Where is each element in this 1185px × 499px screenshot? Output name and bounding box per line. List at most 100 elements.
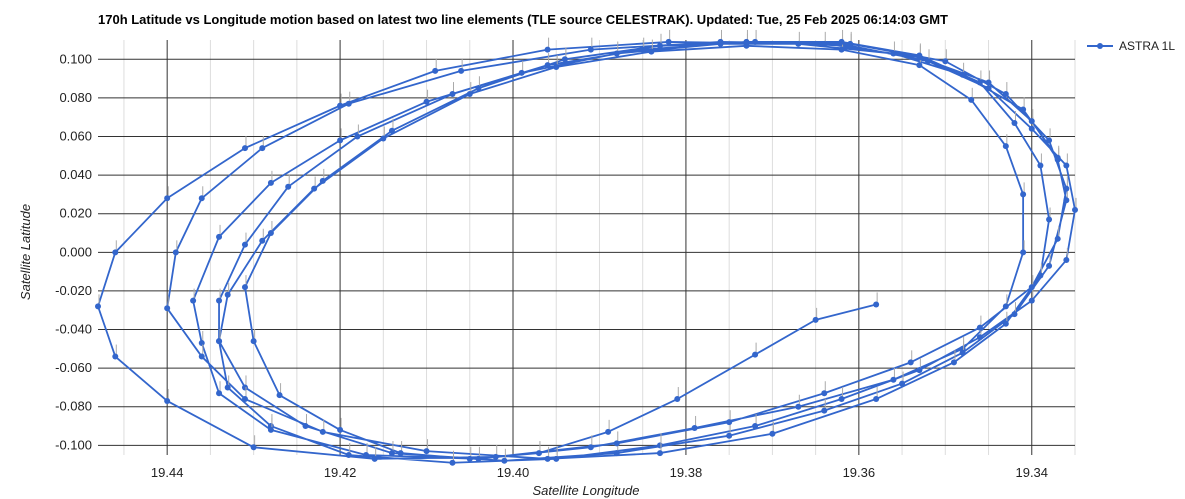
data-point[interactable]	[1046, 216, 1053, 223]
data-point[interactable]	[916, 367, 923, 374]
data-point[interactable]	[1011, 311, 1018, 318]
data-point[interactable]	[164, 397, 171, 404]
data-point[interactable]	[743, 38, 750, 45]
data-point[interactable]	[276, 392, 283, 399]
data-point[interactable]	[475, 85, 482, 92]
data-point[interactable]	[1028, 284, 1035, 291]
data-point[interactable]	[613, 440, 620, 447]
data-point[interactable]	[656, 442, 663, 449]
data-point[interactable]	[241, 241, 248, 248]
data-point[interactable]	[985, 79, 992, 86]
data-point[interactable]	[432, 67, 439, 74]
data-point[interactable]	[985, 85, 992, 92]
data-point[interactable]	[198, 195, 205, 202]
data-point[interactable]	[587, 46, 594, 53]
data-point[interactable]	[337, 102, 344, 109]
data-point[interactable]	[241, 145, 248, 152]
data-point[interactable]	[241, 284, 248, 291]
data-point[interactable]	[466, 455, 473, 462]
data-point[interactable]	[337, 426, 344, 433]
data-point[interactable]	[345, 100, 352, 107]
data-point[interactable]	[259, 145, 266, 152]
data-point[interactable]	[1054, 154, 1061, 161]
data-point[interactable]	[1028, 125, 1035, 132]
data-point[interactable]	[976, 324, 983, 331]
data-point[interactable]	[942, 58, 949, 65]
data-point[interactable]	[475, 455, 482, 462]
data-point[interactable]	[665, 38, 672, 45]
data-point[interactable]	[890, 376, 897, 383]
data-point[interactable]	[535, 450, 542, 457]
data-point[interactable]	[397, 450, 404, 457]
data-point[interactable]	[1020, 249, 1027, 256]
data-point[interactable]	[950, 359, 957, 366]
data-point[interactable]	[449, 459, 456, 466]
data-point[interactable]	[553, 455, 560, 462]
data-point[interactable]	[544, 62, 551, 69]
data-point[interactable]	[241, 384, 248, 391]
data-point[interactable]	[587, 444, 594, 451]
data-point[interactable]	[1011, 120, 1018, 126]
data-point[interactable]	[1063, 257, 1070, 264]
data-point[interactable]	[873, 396, 880, 403]
data-point[interactable]	[847, 40, 854, 47]
data-point[interactable]	[752, 351, 759, 358]
data-point[interactable]	[717, 38, 724, 45]
data-point[interactable]	[423, 448, 430, 455]
data-point[interactable]	[890, 50, 897, 57]
data-point[interactable]	[311, 185, 318, 192]
data-point[interactable]	[423, 98, 430, 105]
data-point[interactable]	[449, 91, 456, 98]
data-point[interactable]	[656, 42, 663, 49]
data-point[interactable]	[1037, 272, 1044, 279]
data-point[interactable]	[821, 40, 828, 47]
data-point[interactable]	[285, 183, 292, 190]
data-point[interactable]	[925, 58, 932, 65]
data-point[interactable]	[726, 419, 733, 426]
data-point[interactable]	[363, 452, 370, 458]
data-point[interactable]	[388, 127, 395, 134]
data-point[interactable]	[821, 407, 828, 414]
data-point[interactable]	[674, 396, 681, 403]
data-point[interactable]	[838, 38, 845, 45]
data-point[interactable]	[795, 40, 802, 47]
data-point[interactable]	[337, 137, 344, 144]
data-point[interactable]	[164, 305, 171, 312]
data-point[interactable]	[838, 46, 845, 53]
data-point[interactable]	[639, 46, 646, 53]
data-point[interactable]	[1002, 91, 1009, 98]
data-point[interactable]	[976, 334, 983, 341]
data-point[interactable]	[1063, 197, 1070, 204]
data-point[interactable]	[899, 380, 906, 387]
data-point[interactable]	[968, 96, 975, 103]
data-point[interactable]	[198, 353, 205, 360]
data-point[interactable]	[821, 390, 828, 397]
data-point[interactable]	[190, 297, 197, 304]
data-point[interactable]	[613, 50, 620, 57]
data-point[interactable]	[959, 71, 966, 78]
data-point[interactable]	[216, 390, 223, 397]
data-point[interactable]	[1063, 162, 1070, 169]
data-point[interactable]	[1002, 303, 1009, 310]
data-point[interactable]	[345, 452, 352, 458]
data-point[interactable]	[466, 91, 473, 98]
data-point[interactable]	[380, 135, 387, 142]
data-point[interactable]	[752, 423, 759, 430]
data-point[interactable]	[752, 38, 759, 45]
data-point[interactable]	[648, 48, 655, 55]
data-point[interactable]	[959, 349, 966, 356]
data-point[interactable]	[1063, 185, 1070, 192]
data-point[interactable]	[812, 316, 819, 323]
data-point[interactable]	[838, 396, 845, 403]
data-point[interactable]	[1072, 206, 1078, 213]
data-point[interactable]	[492, 453, 499, 460]
data-point[interactable]	[518, 69, 525, 76]
data-point[interactable]	[544, 46, 551, 53]
data-point[interactable]	[458, 67, 465, 74]
data-point[interactable]	[1037, 162, 1044, 169]
data-point[interactable]	[112, 353, 119, 360]
data-point[interactable]	[1002, 143, 1009, 150]
data-point[interactable]	[1002, 320, 1009, 327]
data-point[interactable]	[250, 444, 257, 451]
data-point[interactable]	[164, 195, 171, 202]
